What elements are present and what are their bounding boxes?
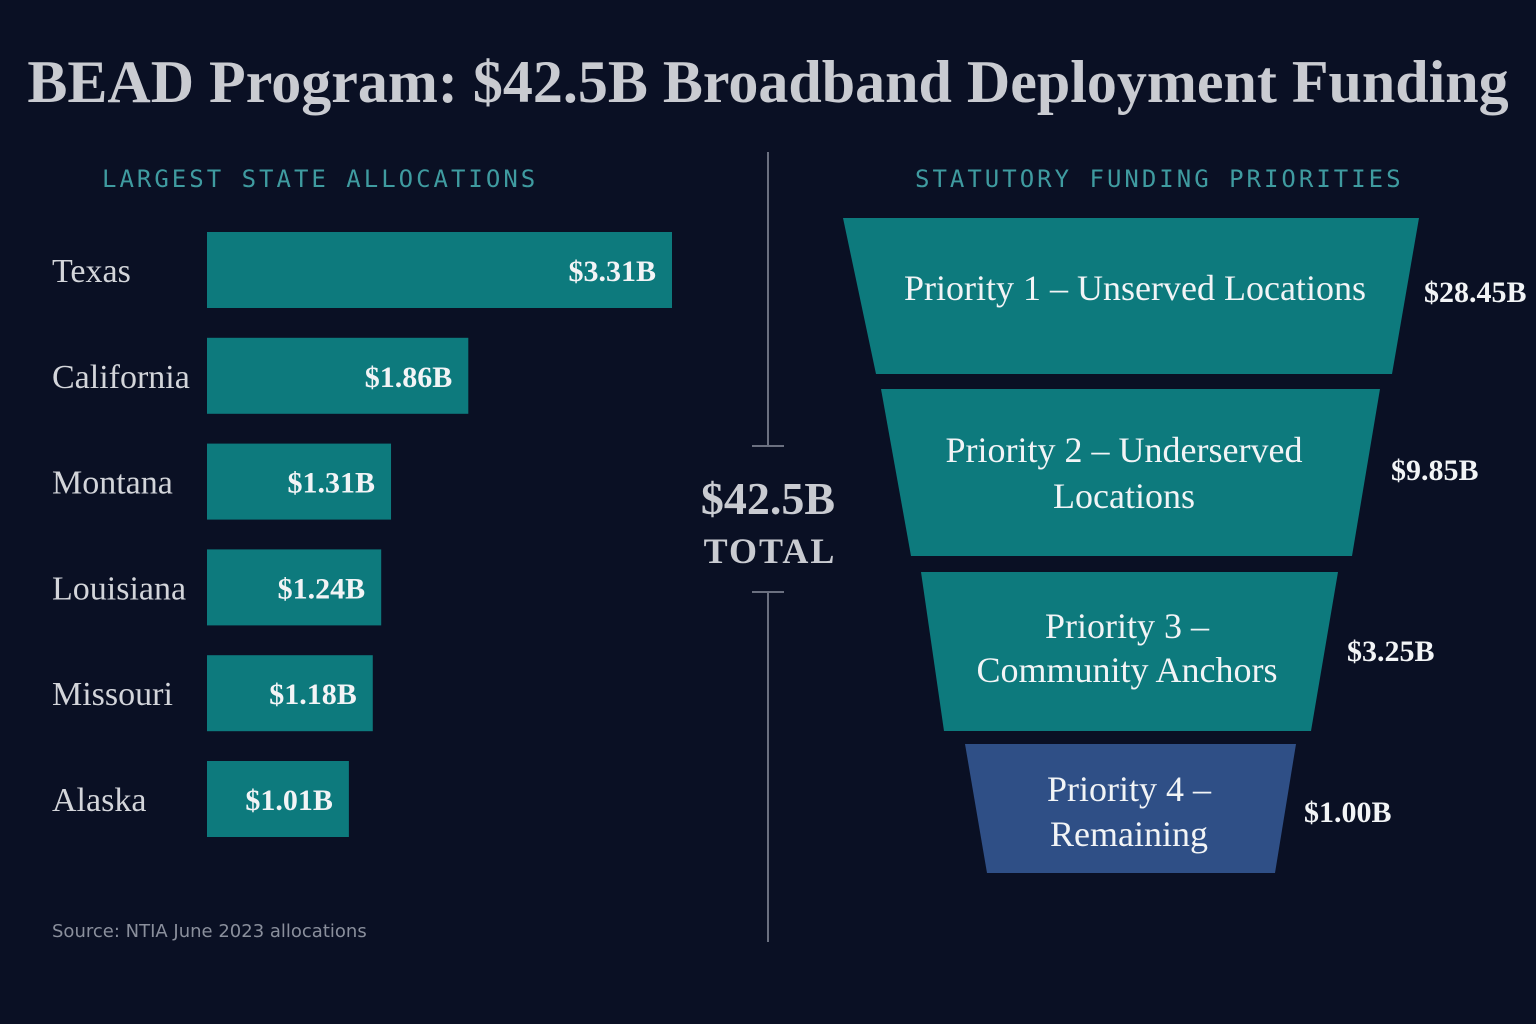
bar <box>207 655 373 732</box>
funnel-stage-label: Priority 4 – <box>1047 769 1212 809</box>
funnel-value-label: $28.45B <box>1424 276 1527 309</box>
bar-row: Louisiana $1.24B <box>52 549 382 626</box>
bar-row: Alaska $1.01B <box>52 761 349 837</box>
total-label: TOTAL <box>704 531 837 571</box>
source-note: Source: NTIA June 2023 allocations <box>52 921 367 942</box>
page-title: BEAD Program: $42.5B Broadband Deploymen… <box>27 49 1508 115</box>
state-label: California <box>52 359 190 396</box>
bar <box>207 232 672 308</box>
bar <box>207 443 392 520</box>
bar-row: Missouri $1.18B <box>52 655 373 732</box>
state-label: Alaska <box>52 782 146 819</box>
bar-row: Texas $3.31B <box>52 232 672 308</box>
funnel-stage: Priority 4 – Remaining $1.00B <box>965 744 1392 873</box>
funnel-value-label: $1.00B <box>1304 796 1392 829</box>
funnel-segment <box>921 572 1338 731</box>
funnel-stage-label: Priority 2 – Underserved <box>946 430 1303 470</box>
funnel-stage-label: Priority 3 – <box>1045 606 1210 646</box>
funnel-value-label: $9.85B <box>1391 454 1479 487</box>
state-label: Missouri <box>52 676 173 713</box>
state-label: Louisiana <box>52 570 186 607</box>
funnel-stage-label: Remaining <box>1050 814 1208 854</box>
funnel-stage: Priority 3 –Community Anchors $3.25B <box>921 572 1435 731</box>
funnel-stage: Priority 1 – Unserved Locations $28.45B <box>843 218 1527 374</box>
bar-row: Montana $1.31B <box>52 443 392 520</box>
state-allocations-bar-chart: Texas $3.31B California $1.86B Montana $1.31B… <box>52 232 672 837</box>
bar-value-label: $1.18B <box>269 678 357 711</box>
funnel-chart-title: STATUTORY FUNDING PRIORITIES <box>915 165 1404 193</box>
state-label: Texas <box>52 253 131 290</box>
bar-value-label: $1.24B <box>278 572 366 605</box>
funnel-stage: Priority 2 – Underserved Locations $9.85B <box>881 389 1479 556</box>
bar-row: California $1.86B <box>52 337 469 414</box>
funnel-segment <box>881 389 1380 556</box>
bar-value-label: $1.01B <box>245 784 333 817</box>
bar-value-label: $1.86B <box>365 361 453 394</box>
bar-chart-title: LARGEST STATE ALLOCATIONS <box>102 165 538 193</box>
funnel-stage-label: Locations <box>1053 476 1195 516</box>
funnel-segment <box>965 744 1296 873</box>
total-value: $42.5B <box>701 473 835 524</box>
bar <box>207 549 382 626</box>
funnel-segment <box>843 218 1419 374</box>
funnel-value-label: $3.25B <box>1347 635 1435 668</box>
bar <box>207 337 469 414</box>
bar-value-label: $1.31B <box>288 467 376 500</box>
state-label: Montana <box>52 465 173 502</box>
funding-priorities-funnel: Priority 1 – Unserved Locations $28.45BPr… <box>843 218 1527 873</box>
funnel-stage-label: Priority 1 – Unserved Locations <box>904 268 1366 308</box>
bar <box>207 761 349 837</box>
funnel-stage-label: Community Anchors <box>976 650 1277 690</box>
bar-value-label: $3.31B <box>568 255 656 288</box>
